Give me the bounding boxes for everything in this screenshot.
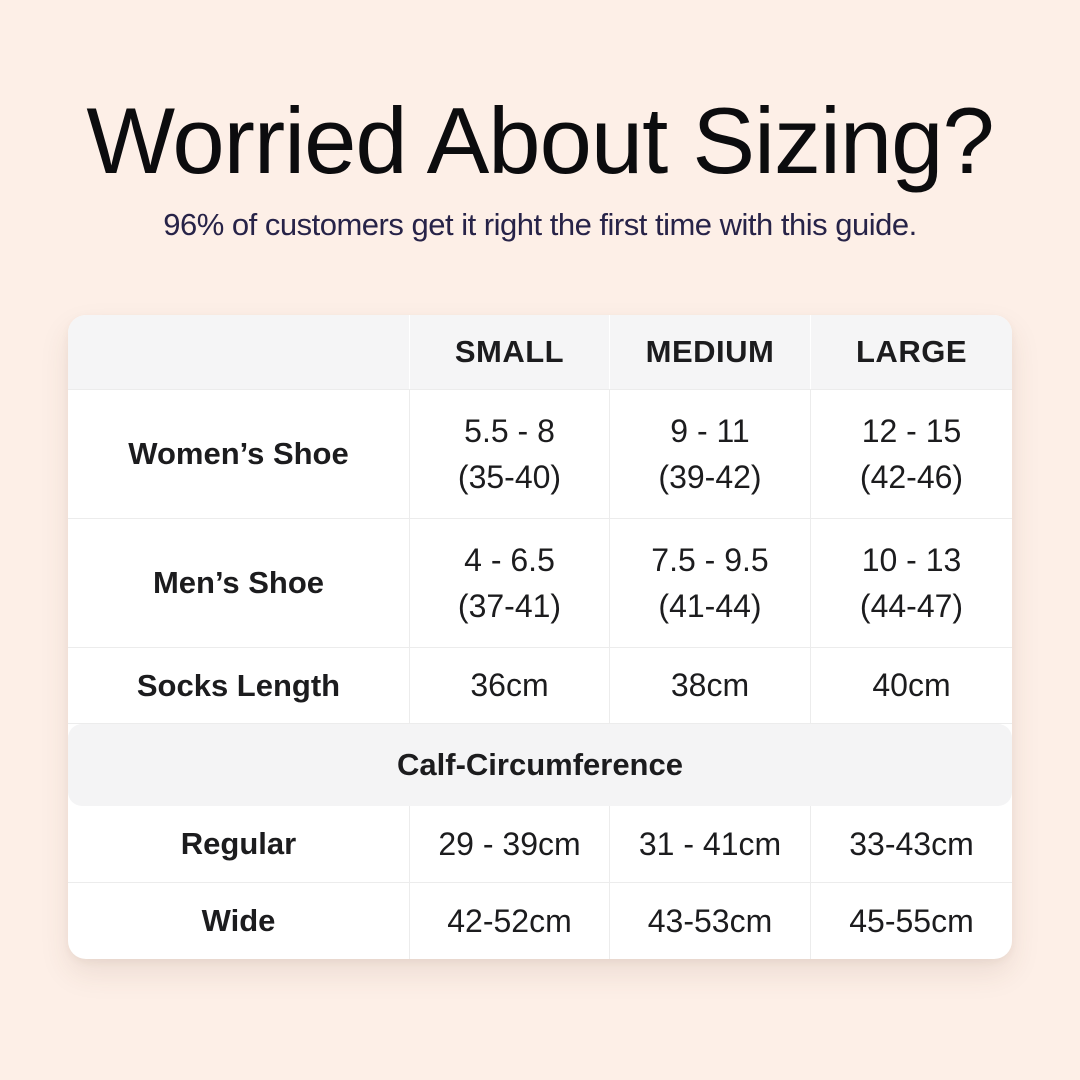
cell-wide-large: 45-55cm [849,902,974,939]
table-row-womens-shoe: Women’s Shoe 5.5 - 8 (35-40) 9 - 11 (39-… [68,390,1012,519]
page-subtitle: 96% of customers get it right the first … [163,206,917,242]
row-label: Men’s Shoe [68,519,410,647]
cell-socks-medium: 38cm [610,648,811,723]
cell-wide-medium: 43-53cm [610,883,811,959]
column-header-medium: MEDIUM [610,315,811,389]
cell-regular-medium: 31 - 41cm [610,806,811,882]
size-guide-table: SMALL MEDIUM LARGE Women’s Shoe 5.5 - 8 … [68,315,1012,959]
cell-socks-large: 40cm [872,667,951,704]
page-header: Worried About Sizing? 96% of customers g… [0,0,1080,243]
page-title: Worried About Sizing? [86,88,994,193]
row-label: Socks Length [68,648,410,723]
cell-womens-small: 5.5 - 8 (35-40) [410,390,610,518]
cell-wide-small: 42-52cm [410,883,610,959]
cell-socks-small: 36cm [410,648,610,723]
cell-mens-large: 10 - 13 (44-47) [859,541,964,624]
row-label: Wide [68,883,410,959]
cell-mens-medium: 7.5 - 9.5 (41-44) [610,519,811,647]
cell-womens-medium: 9 - 11 (39-42) [610,390,811,518]
cell-womens-large: 12 - 15 (42-46) [859,412,964,495]
calf-circumference-section-header: Calf-Circumference [68,724,1012,806]
column-header-small: SMALL [410,315,610,389]
row-label: Women’s Shoe [68,390,410,518]
column-header-empty [68,315,410,389]
cell-mens-small: 4 - 6.5 (37-41) [410,519,610,647]
table-row-wide: Wide 42-52cm 43-53cm 45-55cm [68,883,1012,959]
row-label: Regular [68,806,410,882]
cell-regular-large: 33-43cm [849,825,974,862]
table-header-row: SMALL MEDIUM LARGE [68,315,1012,390]
column-header-large: LARGE [856,334,967,369]
table-row-socks-length: Socks Length 36cm 38cm 40cm [68,648,1012,724]
cell-regular-small: 29 - 39cm [410,806,610,882]
table-row-regular: Regular 29 - 39cm 31 - 41cm 33-43cm [68,806,1012,883]
table-row-mens-shoe: Men’s Shoe 4 - 6.5 (37-41) 7.5 - 9.5 (41… [68,519,1012,648]
